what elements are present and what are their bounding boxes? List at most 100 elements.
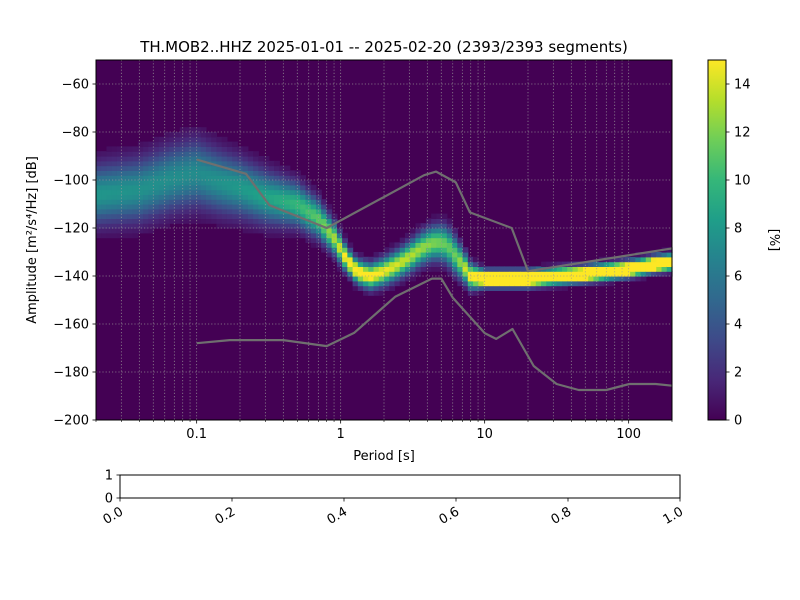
heatmap-cell: [630, 261, 636, 267]
heatmap-cell: [127, 232, 134, 239]
heatmap-cell: [200, 170, 207, 176]
heatmap-cell: [195, 160, 202, 167]
heatmap-cell: [274, 204, 280, 210]
heatmap-cell: [153, 141, 160, 147]
heatmap-cell: [179, 165, 186, 171]
heatmap-cell: [143, 194, 149, 200]
heatmap-cell: [111, 189, 118, 195]
heatmap-cell: [232, 160, 238, 167]
heatmap-cell: [116, 160, 123, 167]
heatmap-cell: [185, 132, 191, 138]
heatmap-cell: [226, 175, 233, 181]
heatmap-cell: [122, 180, 129, 186]
heatmap-cell: [101, 218, 108, 224]
heatmap-cell: [148, 151, 155, 157]
heatmap-cell: [609, 261, 615, 267]
heatmap-cell: [363, 271, 369, 277]
heatmap-cell: [153, 213, 160, 219]
heatmap-cell: [164, 132, 170, 138]
heatmap-cell: [457, 266, 464, 272]
heatmap-cell: [399, 266, 406, 272]
heatmap-cell: [148, 189, 155, 195]
heatmap-cell: [174, 132, 181, 138]
heatmap-cell: [431, 213, 437, 219]
heatmap-cell: [656, 252, 663, 258]
heatmap-cell: [226, 204, 233, 210]
heatmap-cell: [483, 280, 490, 287]
heatmap-cell: [457, 280, 464, 287]
heatmap-cell: [436, 218, 443, 224]
heatmap-cell: [279, 232, 286, 239]
subplot-x-tick-label: 0.8: [549, 504, 574, 527]
heatmap-cell: [666, 271, 673, 277]
heatmap-cell: [122, 199, 129, 205]
heatmap-cell: [232, 218, 238, 224]
heatmap-cell: [258, 204, 265, 210]
heatmap-cell: [101, 170, 108, 176]
heatmap-cell: [514, 280, 521, 287]
heatmap-cell: [452, 256, 458, 263]
heatmap-cell: [274, 165, 280, 171]
heatmap-cell: [404, 271, 411, 277]
heatmap-cell: [394, 247, 401, 253]
heatmap-cell: [452, 228, 458, 234]
heatmap-cell: [205, 199, 212, 205]
heatmap-cell: [116, 146, 123, 152]
heatmap-cell: [122, 170, 129, 176]
heatmap-cell: [111, 160, 118, 167]
heatmap-cell: [357, 276, 364, 282]
heatmap-cell: [504, 266, 511, 272]
heatmap-cell: [452, 261, 458, 267]
heatmap-cell: [258, 208, 265, 215]
x-axis: 0.1 1 10 100: [95, 420, 673, 442]
x-tick-label: 10: [476, 427, 493, 442]
heatmap-cell: [535, 271, 542, 277]
heatmap-cell: [106, 199, 113, 205]
heatmap-cell: [640, 266, 647, 272]
heatmap-cell: [137, 189, 144, 195]
heatmap-cell: [174, 156, 181, 162]
heatmap-cell: [268, 165, 275, 171]
heatmap-cell: [96, 180, 102, 186]
heatmap-cell: [331, 228, 338, 234]
heatmap-cell: [310, 223, 317, 229]
heatmap-cell: [582, 280, 589, 287]
y-tick-label: −180: [53, 366, 89, 381]
heatmap-cell: [153, 223, 160, 229]
heatmap-cell: [111, 184, 118, 191]
heatmap-cell: [263, 232, 270, 239]
heatmap-cell: [137, 165, 144, 171]
heatmap-cell: [127, 151, 134, 157]
heatmap-cell: [185, 218, 191, 224]
heatmap-cell: [488, 266, 495, 272]
heatmap-cell: [205, 132, 212, 138]
heatmap-cell: [274, 180, 280, 186]
y-tick-label: −100: [53, 174, 89, 189]
heatmap-cell: [378, 276, 385, 282]
heatmap-cell: [190, 204, 197, 210]
heatmap-cell: [211, 204, 218, 210]
heatmap-cell: [279, 204, 286, 210]
heatmap-cell: [347, 271, 354, 277]
heatmap-cell: [106, 156, 113, 162]
heatmap-cell: [221, 156, 228, 162]
heatmap-cell: [284, 204, 291, 210]
heatmap-cell: [331, 256, 338, 263]
heatmap-cell: [258, 189, 265, 195]
heatmap-cell: [137, 194, 144, 200]
heatmap-cell: [289, 175, 296, 181]
heatmap-cell: [116, 208, 123, 215]
heatmap-cell: [410, 237, 417, 243]
y-tick-label: −120: [53, 222, 89, 237]
heatmap-cell: [284, 170, 291, 176]
heatmap-cell: [205, 184, 212, 191]
heatmap-cell: [242, 175, 249, 181]
heatmap-cell: [158, 175, 165, 181]
heatmap-cell: [237, 223, 244, 229]
heatmap-cell: [478, 285, 485, 291]
heatmap-cell: [651, 271, 657, 277]
heatmap-cell: [195, 194, 202, 200]
heatmap-cell: [499, 276, 506, 282]
heatmap-cell: [143, 228, 149, 234]
noise-model-curves: [196, 158, 673, 392]
